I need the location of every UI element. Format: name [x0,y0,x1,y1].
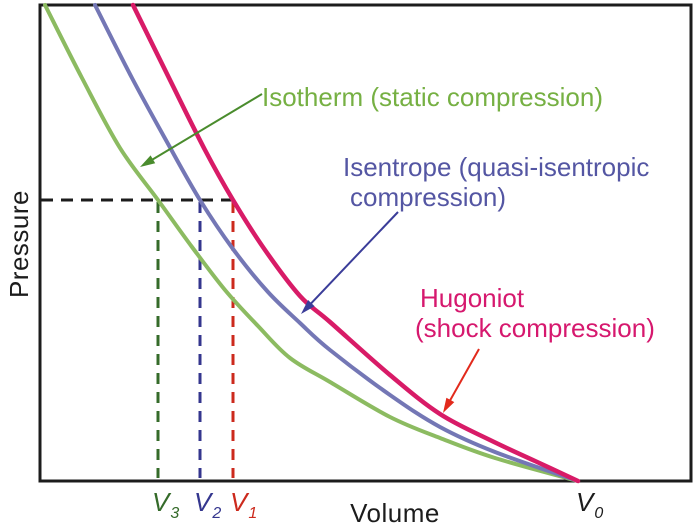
annotation-isentrope: Isentrope (quasi-isentropic compression) [343,152,649,212]
isotherm-curve [43,3,580,483]
isotherm-arrow-shaft [148,93,263,163]
tick-label-v1: V1 [230,487,257,523]
hugoniot-arrow [443,348,480,413]
annotation-arrows [140,93,480,413]
isotherm-arrow-head-icon [140,155,156,167]
annotation-isentrope-line2: compression) [350,182,507,212]
tick-v1-base: V [230,487,248,517]
tick-v1-subscript: 1 [248,505,258,522]
tick-v0-base: V [576,487,594,517]
hugoniot-arrow-shaft [447,348,480,404]
isentrope-arrow [301,211,399,314]
tick-v2-base: V [194,487,212,517]
tick-v0-subscript: 0 [594,505,604,522]
plot-frame [38,3,693,483]
y-axis-label: Pressure [4,189,34,299]
curves [43,2,581,484]
annotation-isotherm: Isotherm (static compression) [262,82,603,112]
annotation-hugoniot-line2: (shock compression) [415,313,655,343]
annotation-hugoniot-line1: Hugoniot [420,283,525,313]
isentrope-curve [93,3,580,483]
isentrope-arrow-shaft [307,211,399,307]
tick-v3-base: V [152,487,170,517]
tick-v2-subscript: 2 [212,505,222,522]
tick-label-v2: V2 [194,487,221,523]
annotation-hugoniot: Hugoniot (shock compression) [415,283,655,343]
tick-label-v3: V3 [152,487,179,523]
dashed-guides [41,198,235,478]
x-axis-label: Volume [350,498,440,528]
tick-label-v0: V0 [576,487,603,523]
annotation-isentrope-line1: Isentrope (quasi-isentropic [343,152,650,182]
isentrope-arrow-head-icon [301,300,315,314]
tick-v3-subscript: 3 [170,505,180,522]
isotherm-arrow [140,93,263,167]
hugoniot-arrow-head-icon [443,397,455,413]
